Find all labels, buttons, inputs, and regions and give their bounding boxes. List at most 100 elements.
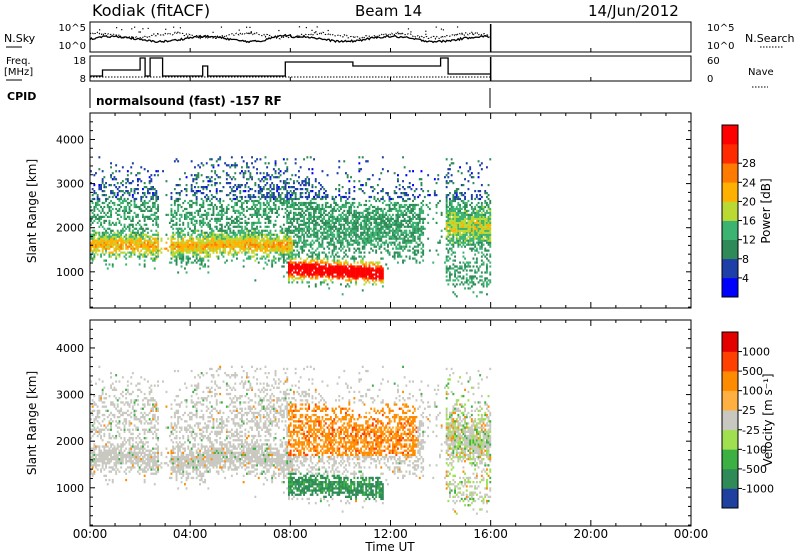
power-cell	[246, 200, 248, 202]
power-cell	[278, 192, 280, 194]
power-cell	[367, 277, 369, 279]
power-cell	[416, 222, 418, 224]
power-cell	[464, 258, 466, 260]
power-cell	[457, 210, 459, 212]
power-cell	[117, 232, 119, 234]
power-cell	[110, 214, 112, 216]
power-cell	[461, 194, 463, 196]
power-cell	[199, 236, 201, 238]
power-cell	[207, 180, 209, 182]
power-cell	[238, 200, 240, 202]
power-cell	[221, 232, 223, 234]
power-cell	[296, 244, 298, 246]
power-cell	[303, 234, 305, 236]
power-cell	[231, 232, 233, 234]
power-cell	[229, 192, 231, 194]
power-cell	[377, 269, 379, 271]
power-cell	[446, 269, 448, 271]
power-cell	[315, 277, 317, 279]
power-cell	[454, 190, 456, 192]
power-cell	[276, 188, 278, 190]
power-cell	[219, 228, 221, 230]
power-cell	[417, 196, 419, 198]
power-cell	[285, 212, 287, 214]
power-cell	[308, 220, 310, 222]
power-cell	[313, 242, 315, 244]
power-cell	[117, 188, 119, 190]
power-cell	[451, 208, 453, 210]
power-cell	[174, 260, 176, 262]
power-cell	[270, 206, 272, 208]
power-cell	[348, 212, 350, 214]
power-cell	[285, 170, 287, 172]
power-cell	[278, 260, 280, 262]
power-cell	[135, 246, 137, 248]
power-cell	[399, 256, 401, 258]
power-cell	[171, 244, 173, 246]
power-cell	[375, 212, 377, 214]
power-cell	[353, 267, 355, 269]
power-cell	[343, 265, 345, 267]
power-cell	[395, 246, 397, 248]
power-cell	[253, 196, 255, 198]
power-cell	[100, 224, 102, 226]
power-cell	[211, 234, 213, 236]
power-cell	[129, 242, 131, 244]
power-cell	[355, 271, 357, 273]
power-cell	[447, 260, 449, 262]
power-cell	[457, 214, 459, 216]
power-cell	[350, 238, 352, 240]
power-cell	[92, 202, 94, 204]
power-cell	[137, 184, 139, 186]
power-cell	[102, 236, 104, 238]
power-cell	[291, 273, 293, 275]
power-cell	[303, 273, 305, 275]
power-cell	[348, 244, 350, 246]
noise-spike	[131, 28, 132, 29]
power-cell	[271, 188, 273, 190]
power-cell	[100, 256, 102, 258]
power-cell	[239, 222, 241, 224]
power-cell	[402, 224, 404, 226]
power-cell	[414, 226, 416, 228]
power-cell	[397, 196, 399, 198]
power-cell	[320, 216, 322, 218]
power-cell	[375, 252, 377, 254]
power-cell	[295, 267, 297, 269]
power-cell	[414, 196, 416, 198]
power-cell	[155, 194, 157, 196]
power-cell	[449, 210, 451, 212]
power-cell	[258, 196, 260, 198]
power-cell	[172, 236, 174, 238]
power-cell	[134, 250, 136, 252]
power-cell	[380, 172, 382, 174]
power-cell	[112, 230, 114, 232]
power-cell	[177, 234, 179, 236]
power-cell	[464, 198, 466, 200]
power-cell	[333, 216, 335, 218]
power-cell	[447, 206, 449, 208]
power-cell	[202, 192, 204, 194]
power-cell	[317, 196, 319, 198]
power-cell	[358, 170, 360, 172]
power-cell	[169, 222, 171, 224]
power-cell	[112, 254, 114, 256]
power-cell	[134, 238, 136, 240]
power-cell	[295, 208, 297, 210]
power-cell	[437, 202, 439, 204]
power-cell	[374, 236, 376, 238]
power-cell	[417, 232, 419, 234]
power-cell	[256, 158, 258, 160]
power-cell	[115, 238, 117, 240]
power-cell	[129, 236, 131, 238]
power-cell	[325, 279, 327, 281]
power-cell	[238, 240, 240, 242]
power-cell	[377, 184, 379, 186]
power-cell	[308, 271, 310, 273]
power-cell	[147, 216, 149, 218]
power-cell	[102, 238, 104, 240]
power-cell	[233, 176, 235, 178]
power-cell	[291, 258, 293, 260]
power-cell	[343, 275, 345, 277]
power-cell	[124, 212, 126, 214]
